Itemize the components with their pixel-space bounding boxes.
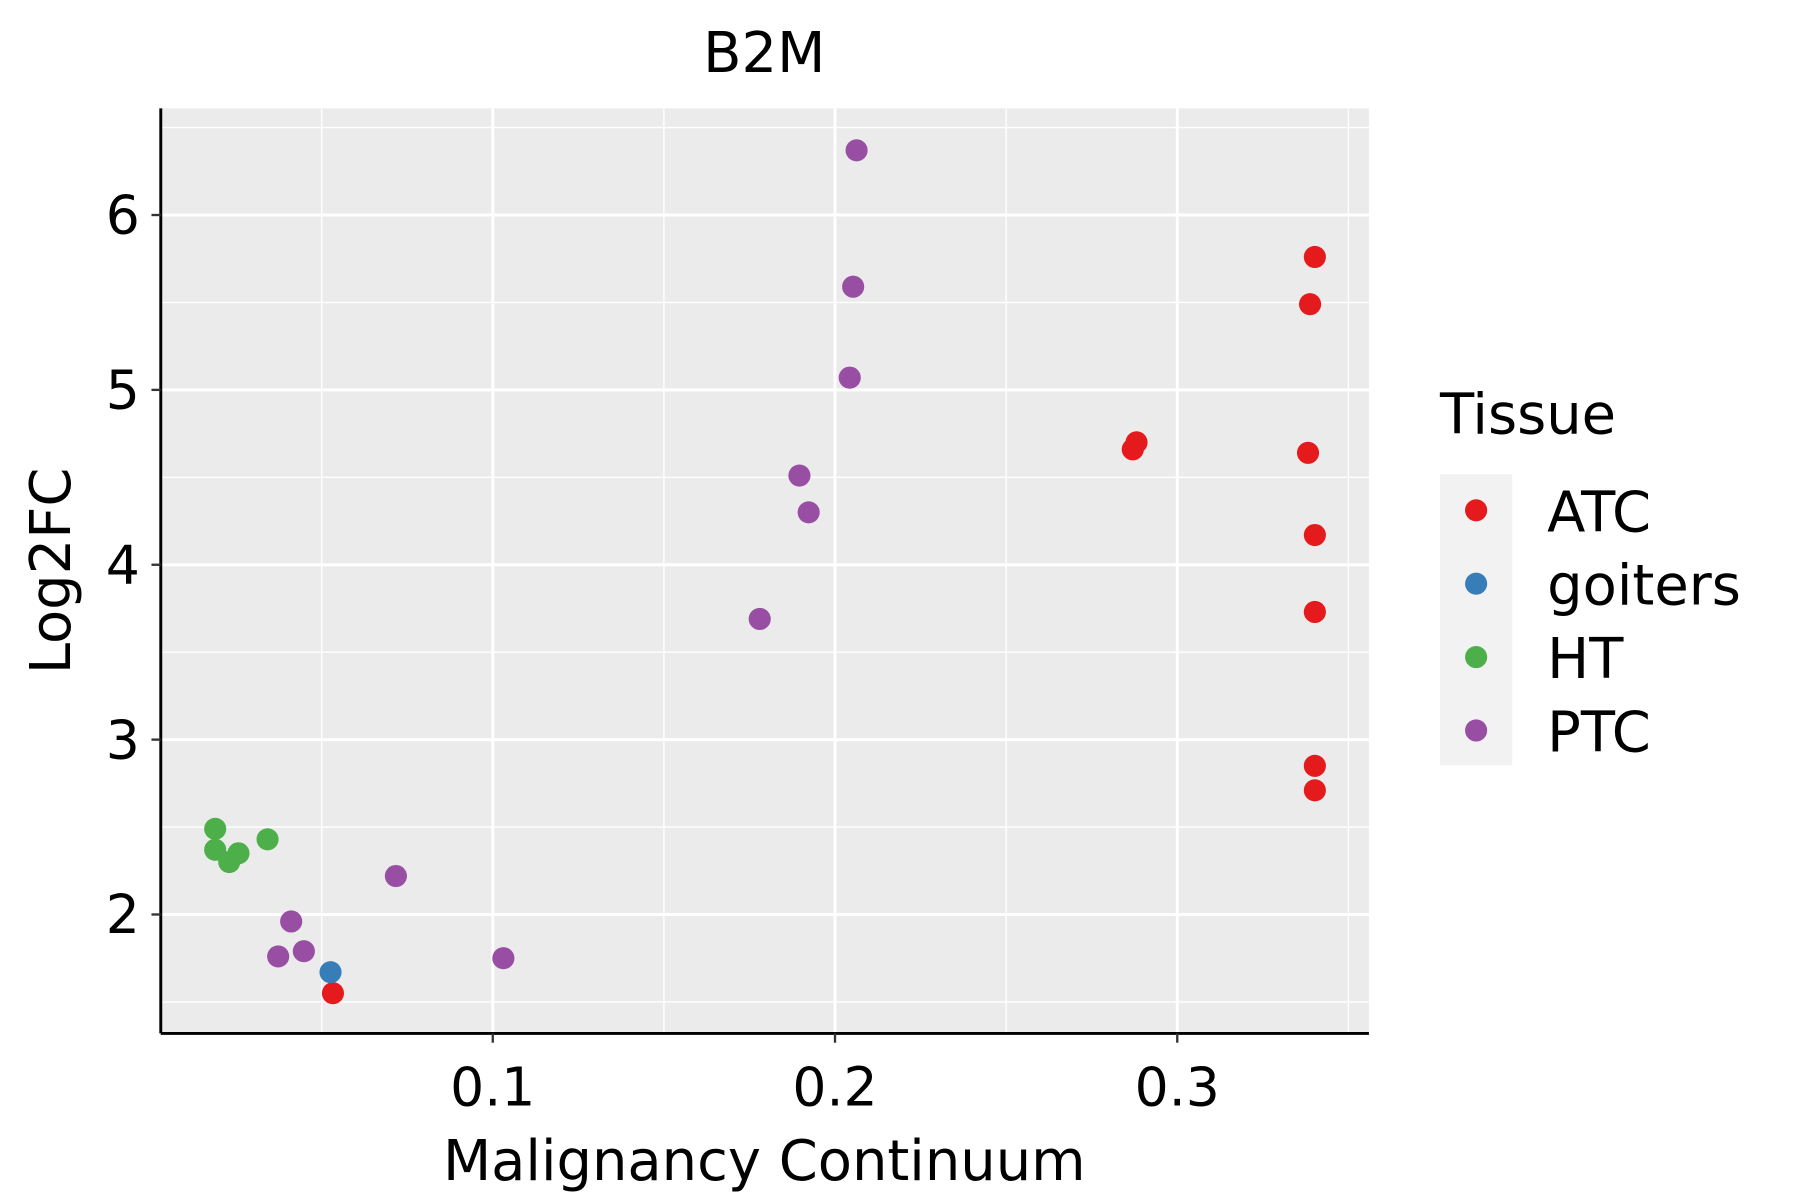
point-atc — [1303, 245, 1326, 269]
point-ptc — [384, 864, 407, 888]
legend-label-goiters: goiters — [1547, 554, 1741, 619]
point-ptc — [280, 910, 303, 933]
legend-label-ht: HT — [1547, 627, 1624, 692]
x-tick-label: 0.3 — [1135, 1056, 1220, 1119]
point-atc — [1303, 779, 1326, 802]
legend-label-atc: ATC — [1547, 480, 1651, 545]
legend: Tissue ATC goiters HT PTC — [1439, 382, 1741, 765]
y-tick-label: 5 — [106, 359, 140, 422]
legend-key-background — [1440, 474, 1513, 766]
x-tick-label: 0.2 — [792, 1056, 877, 1119]
point-ptc — [748, 607, 771, 631]
point-atc — [1121, 438, 1144, 461]
legend-key-atc — [1465, 499, 1488, 522]
y-axis-label: Log2FC — [19, 468, 84, 675]
point-goiters — [319, 961, 342, 984]
y-tick-label: 4 — [106, 533, 140, 596]
point-ht — [227, 842, 250, 865]
point-atc — [321, 982, 344, 1005]
legend-label-ptc: PTC — [1547, 700, 1651, 765]
point-ptc — [267, 945, 290, 968]
legend-title: Tissue — [1439, 382, 1616, 447]
point-ptc — [797, 501, 820, 524]
point-ptc — [492, 947, 515, 970]
point-ptc — [292, 940, 315, 963]
point-atc — [1303, 600, 1326, 624]
legend-key-ptc — [1465, 719, 1488, 742]
x-axis-label: Malignancy Continuum — [443, 1129, 1086, 1194]
point-atc — [1298, 293, 1322, 316]
point-ptc — [838, 366, 861, 389]
x-tick-label: 0.1 — [450, 1056, 535, 1119]
point-ptc — [788, 464, 811, 487]
point-ptc — [845, 139, 868, 162]
point-ptc — [842, 275, 865, 298]
y-tick-label: 6 — [106, 184, 140, 247]
point-atc — [1303, 523, 1326, 547]
point-atc — [1296, 441, 1320, 464]
chart-title: B2M — [703, 21, 825, 86]
point-atc — [1303, 754, 1326, 777]
grid-lines — [160, 108, 1369, 1034]
legend-key-ht — [1465, 646, 1488, 669]
y-tick-label: 3 — [106, 708, 140, 771]
legend-key-goiters — [1465, 572, 1488, 595]
data-points — [204, 139, 1326, 1005]
point-ht — [204, 817, 227, 840]
y-tick-label: 2 — [106, 883, 140, 946]
axis-ticks: 0.1 0.2 0.3 2 3 4 5 6 — [106, 184, 1220, 1119]
point-ht — [256, 828, 279, 851]
plot-panel — [160, 108, 1369, 1034]
